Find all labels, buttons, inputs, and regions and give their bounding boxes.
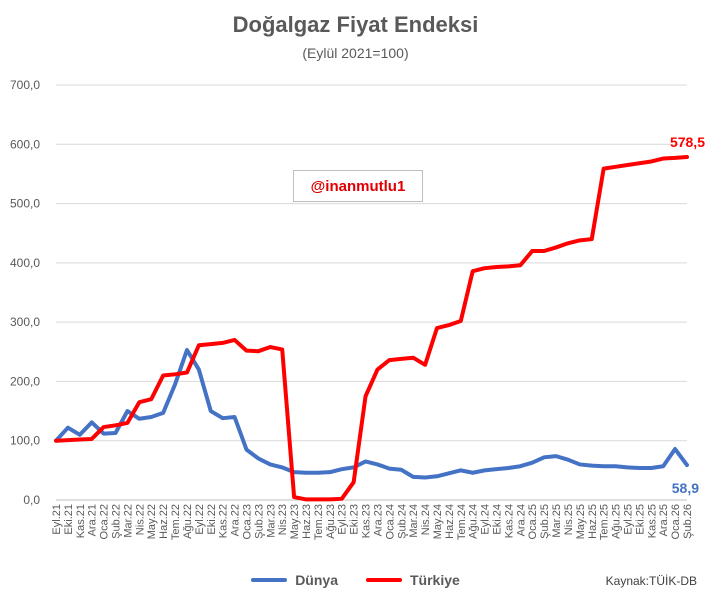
x-tick-label: Mar.22 bbox=[122, 504, 134, 538]
x-tick-label: Kas.24 bbox=[503, 504, 515, 538]
x-tick-label: Mar.25 bbox=[551, 504, 563, 538]
x-tick-label: Kas.22 bbox=[218, 504, 230, 538]
x-tick-label: Eyl.25 bbox=[622, 504, 634, 535]
y-tick-label: 300,0 bbox=[10, 315, 40, 329]
x-tick-label: Eki.21 bbox=[63, 504, 75, 535]
x-tick-label: Oca.22 bbox=[99, 504, 111, 539]
watermark-box: @inanmutlu1 bbox=[293, 170, 423, 202]
chart-title: Doğalgaz Fiyat Endeksi bbox=[232, 12, 479, 37]
x-tick-label: Eyl.23 bbox=[337, 504, 349, 535]
y-tick-label: 500,0 bbox=[10, 197, 40, 211]
x-tick-label: Kas.23 bbox=[361, 504, 373, 538]
x-tick-label: Haz.23 bbox=[301, 504, 313, 539]
chart-subtitle: (Eylül 2021=100) bbox=[302, 45, 409, 61]
legend-item-turkiye: Türkiye bbox=[365, 572, 460, 588]
x-tick-label: Mar.24 bbox=[408, 504, 420, 538]
x-tick-label: Ağu.22 bbox=[182, 504, 194, 539]
legend-item-dunya: Dünya bbox=[251, 572, 338, 588]
y-tick-label: 700,0 bbox=[10, 78, 40, 92]
x-tick-label: Eki.25 bbox=[634, 504, 646, 535]
legend: Dünya Türkiye bbox=[0, 572, 711, 588]
x-tick-label: Tem.24 bbox=[456, 504, 468, 540]
x-tick-label: Tem.23 bbox=[313, 504, 325, 540]
x-tick-label: May.22 bbox=[146, 504, 158, 539]
x-tick-label: Haz.24 bbox=[444, 504, 456, 539]
x-tick-label: Nis.23 bbox=[277, 504, 289, 535]
y-tick-label: 400,0 bbox=[10, 256, 40, 270]
x-tick-label: Kas.21 bbox=[75, 504, 87, 538]
legend-label-dunya: Dünya bbox=[295, 572, 338, 588]
x-tick-label: Oca.25 bbox=[527, 504, 539, 539]
legend-swatch-turkiye bbox=[365, 578, 402, 582]
x-tick-label: Ağu.25 bbox=[611, 504, 623, 539]
x-tick-label: Şub.22 bbox=[111, 504, 123, 539]
x-tick-label: May.23 bbox=[289, 504, 301, 539]
x-tick-label: Tem.22 bbox=[170, 504, 182, 540]
x-tick-label: Nis.24 bbox=[420, 504, 432, 535]
x-tick-label: Ara.25 bbox=[658, 504, 670, 536]
x-tick-label: Mar.23 bbox=[265, 504, 277, 538]
series-line-turkiye bbox=[54, 155, 689, 502]
x-tick-label: Eyl.21 bbox=[51, 504, 63, 535]
x-tick-label: Oca.23 bbox=[241, 504, 253, 539]
legend-label-turkiye: Türkiye bbox=[409, 572, 460, 588]
x-tick-label: Haz.25 bbox=[587, 504, 599, 539]
data-label-turkiye-end: 578,5 bbox=[670, 134, 705, 150]
x-tick-label: Ağu.23 bbox=[325, 504, 337, 539]
x-tick-label: Tem.25 bbox=[599, 504, 611, 540]
x-tick-label: Eyl.24 bbox=[480, 504, 492, 535]
x-tick-label: Eki.24 bbox=[492, 504, 504, 535]
x-tick-label: Ara.22 bbox=[230, 504, 242, 536]
y-tick-label: 600,0 bbox=[10, 137, 40, 151]
x-tick-label: May.24 bbox=[432, 504, 444, 539]
x-tick-label: Eyl.22 bbox=[194, 504, 206, 535]
y-tick-label: 100,0 bbox=[10, 434, 40, 448]
x-tick-label: Ağu.24 bbox=[468, 504, 480, 539]
y-tick-label: 0,0 bbox=[23, 493, 40, 507]
source-note: Kaynak:TÜİK-DB bbox=[605, 574, 697, 588]
x-tick-label: Nis.25 bbox=[563, 504, 575, 535]
x-tick-label: Oca.24 bbox=[384, 504, 396, 539]
x-tick-label: Ara.21 bbox=[87, 504, 99, 536]
x-tick-label: Eki.22 bbox=[206, 504, 218, 535]
x-tick-label: Nis.22 bbox=[134, 504, 146, 535]
x-tick-label: Ara.24 bbox=[515, 504, 527, 536]
legend-swatch-dunya bbox=[251, 578, 288, 582]
x-tick-label: Şub.26 bbox=[682, 504, 694, 539]
series-line-dunya bbox=[54, 348, 689, 480]
x-tick-label: Eki.23 bbox=[349, 504, 361, 535]
x-tick-label: Şub.24 bbox=[396, 504, 408, 539]
x-tick-label: Şub.23 bbox=[253, 504, 265, 539]
x-tick-label: Kas.25 bbox=[646, 504, 658, 538]
x-tick-label: Şub.25 bbox=[539, 504, 551, 539]
y-tick-label: 200,0 bbox=[10, 374, 40, 388]
x-tick-label: Ara.23 bbox=[372, 504, 384, 536]
x-tick-label: Oca.26 bbox=[670, 504, 682, 539]
x-tick-label: Haz.22 bbox=[158, 504, 170, 539]
x-tick-label: May.25 bbox=[575, 504, 587, 539]
data-label-dunya-end: 58,9 bbox=[672, 480, 699, 496]
